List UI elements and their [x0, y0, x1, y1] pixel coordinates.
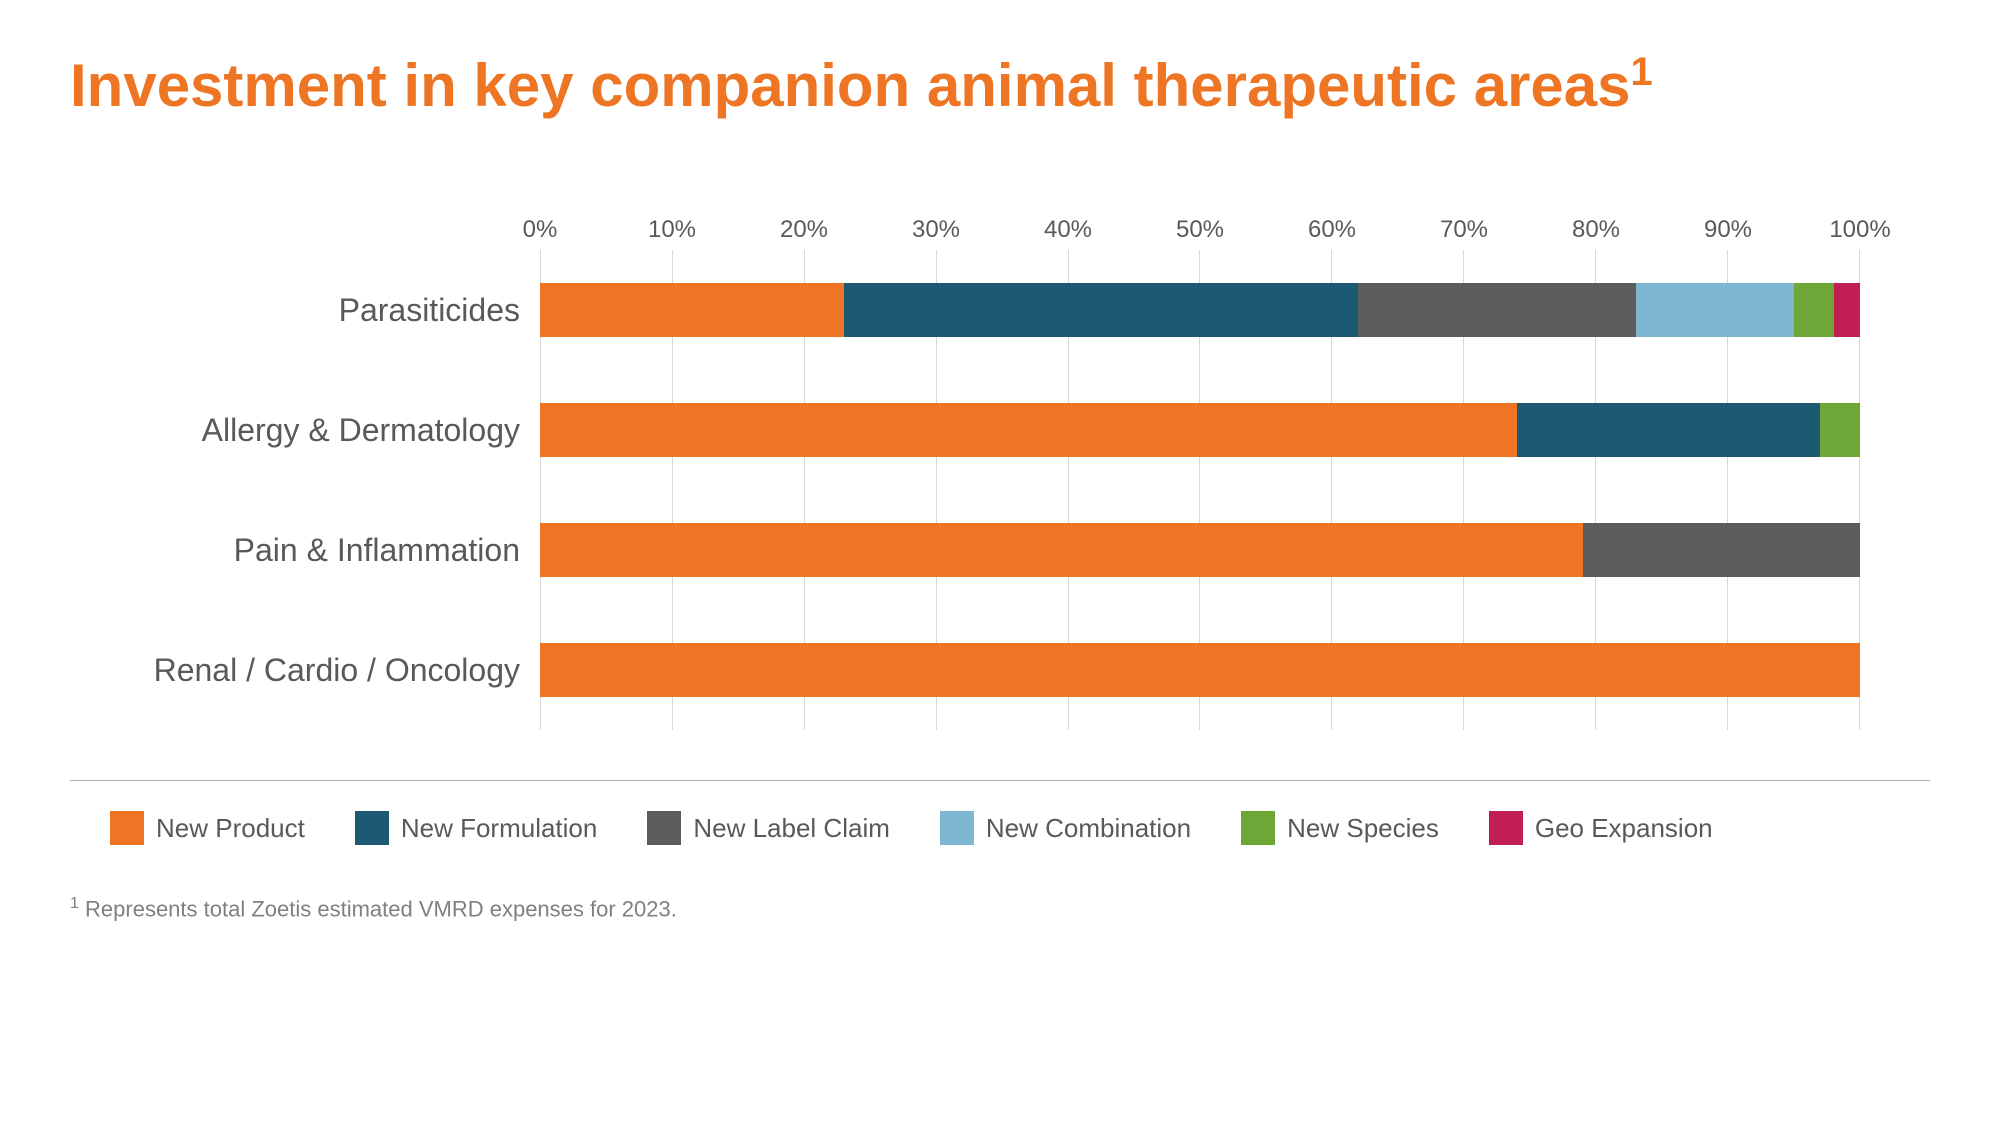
bar-segment — [1358, 283, 1635, 337]
x-axis: 0%10%20%30%40%50%60%70%80%90%100% — [140, 200, 1860, 250]
bar-segment — [1794, 283, 1834, 337]
x-tick-label: 20% — [780, 216, 828, 244]
legend-label: Geo Expansion — [1535, 813, 1713, 844]
category-label: Renal / Cardio / Oncology — [154, 652, 520, 689]
legend-divider — [70, 780, 1930, 781]
title-text: Investment in key companion animal thera… — [70, 52, 1631, 119]
bar-track — [540, 403, 1860, 457]
legend-swatch — [940, 811, 974, 845]
legend-item: Geo Expansion — [1489, 811, 1713, 845]
legend-label: New Formulation — [401, 813, 598, 844]
bar-segment — [540, 283, 844, 337]
footnote-text: Represents total Zoetis estimated VMRD e… — [79, 896, 677, 921]
footnote-sup: 1 — [70, 895, 79, 912]
legend-swatch — [1489, 811, 1523, 845]
legend: New Product New Formulation New Label Clai… — [70, 811, 1930, 845]
legend-label: New Product — [156, 813, 305, 844]
legend-item: New Species — [1241, 811, 1439, 845]
chart-container: 0%10%20%30%40%50%60%70%80%90%100% Parasi… — [140, 200, 1860, 730]
bar-track — [540, 643, 1860, 697]
bar-segment — [540, 403, 1517, 457]
bar-segment — [1820, 403, 1860, 457]
legend-item: New Label Claim — [647, 811, 890, 845]
legend-item: New Formulation — [355, 811, 598, 845]
bar-segment — [1517, 403, 1821, 457]
bar-track — [540, 523, 1860, 577]
legend-label: New Combination — [986, 813, 1191, 844]
bar-segment — [1583, 523, 1860, 577]
legend-swatch — [1241, 811, 1275, 845]
bar-row — [540, 490, 1860, 610]
x-tick-label: 80% — [1572, 216, 1620, 244]
title-superscript: 1 — [1631, 50, 1653, 94]
bars-area-wrap: Parasiticides Allergy & Dermatology Pain &… — [140, 250, 1860, 730]
x-tick-label: 40% — [1044, 216, 1092, 244]
legend-swatch — [647, 811, 681, 845]
footnote: 1 Represents total Zoetis estimated VMRD… — [70, 895, 1930, 922]
category-label: Pain & Inflammation — [234, 532, 520, 569]
bar-segment — [844, 283, 1359, 337]
bar-segment — [540, 523, 1583, 577]
bar-row — [540, 610, 1860, 730]
x-tick-label: 70% — [1440, 216, 1488, 244]
page-title: Investment in key companion animal thera… — [70, 50, 1930, 120]
legend-item: New Product — [110, 811, 305, 845]
x-tick-label: 10% — [648, 216, 696, 244]
x-tick-label: 0% — [523, 216, 558, 244]
bar-segment — [1834, 283, 1860, 337]
category-label: Allergy & Dermatology — [202, 412, 520, 449]
x-tick-label: 60% — [1308, 216, 1356, 244]
x-tick-label: 100% — [1829, 216, 1890, 244]
legend-swatch — [110, 811, 144, 845]
legend-label: New Label Claim — [693, 813, 890, 844]
legend-label: New Species — [1287, 813, 1439, 844]
bar-segment — [1636, 283, 1794, 337]
x-tick-label: 90% — [1704, 216, 1752, 244]
x-tick-label: 50% — [1176, 216, 1224, 244]
x-tick-label: 30% — [912, 216, 960, 244]
legend-item: New Combination — [940, 811, 1191, 845]
category-label: Parasiticides — [339, 292, 520, 329]
bar-row — [540, 250, 1860, 370]
legend-swatch — [355, 811, 389, 845]
bar-row — [540, 370, 1860, 490]
bar-track — [540, 283, 1860, 337]
bar-segment — [540, 643, 1860, 697]
